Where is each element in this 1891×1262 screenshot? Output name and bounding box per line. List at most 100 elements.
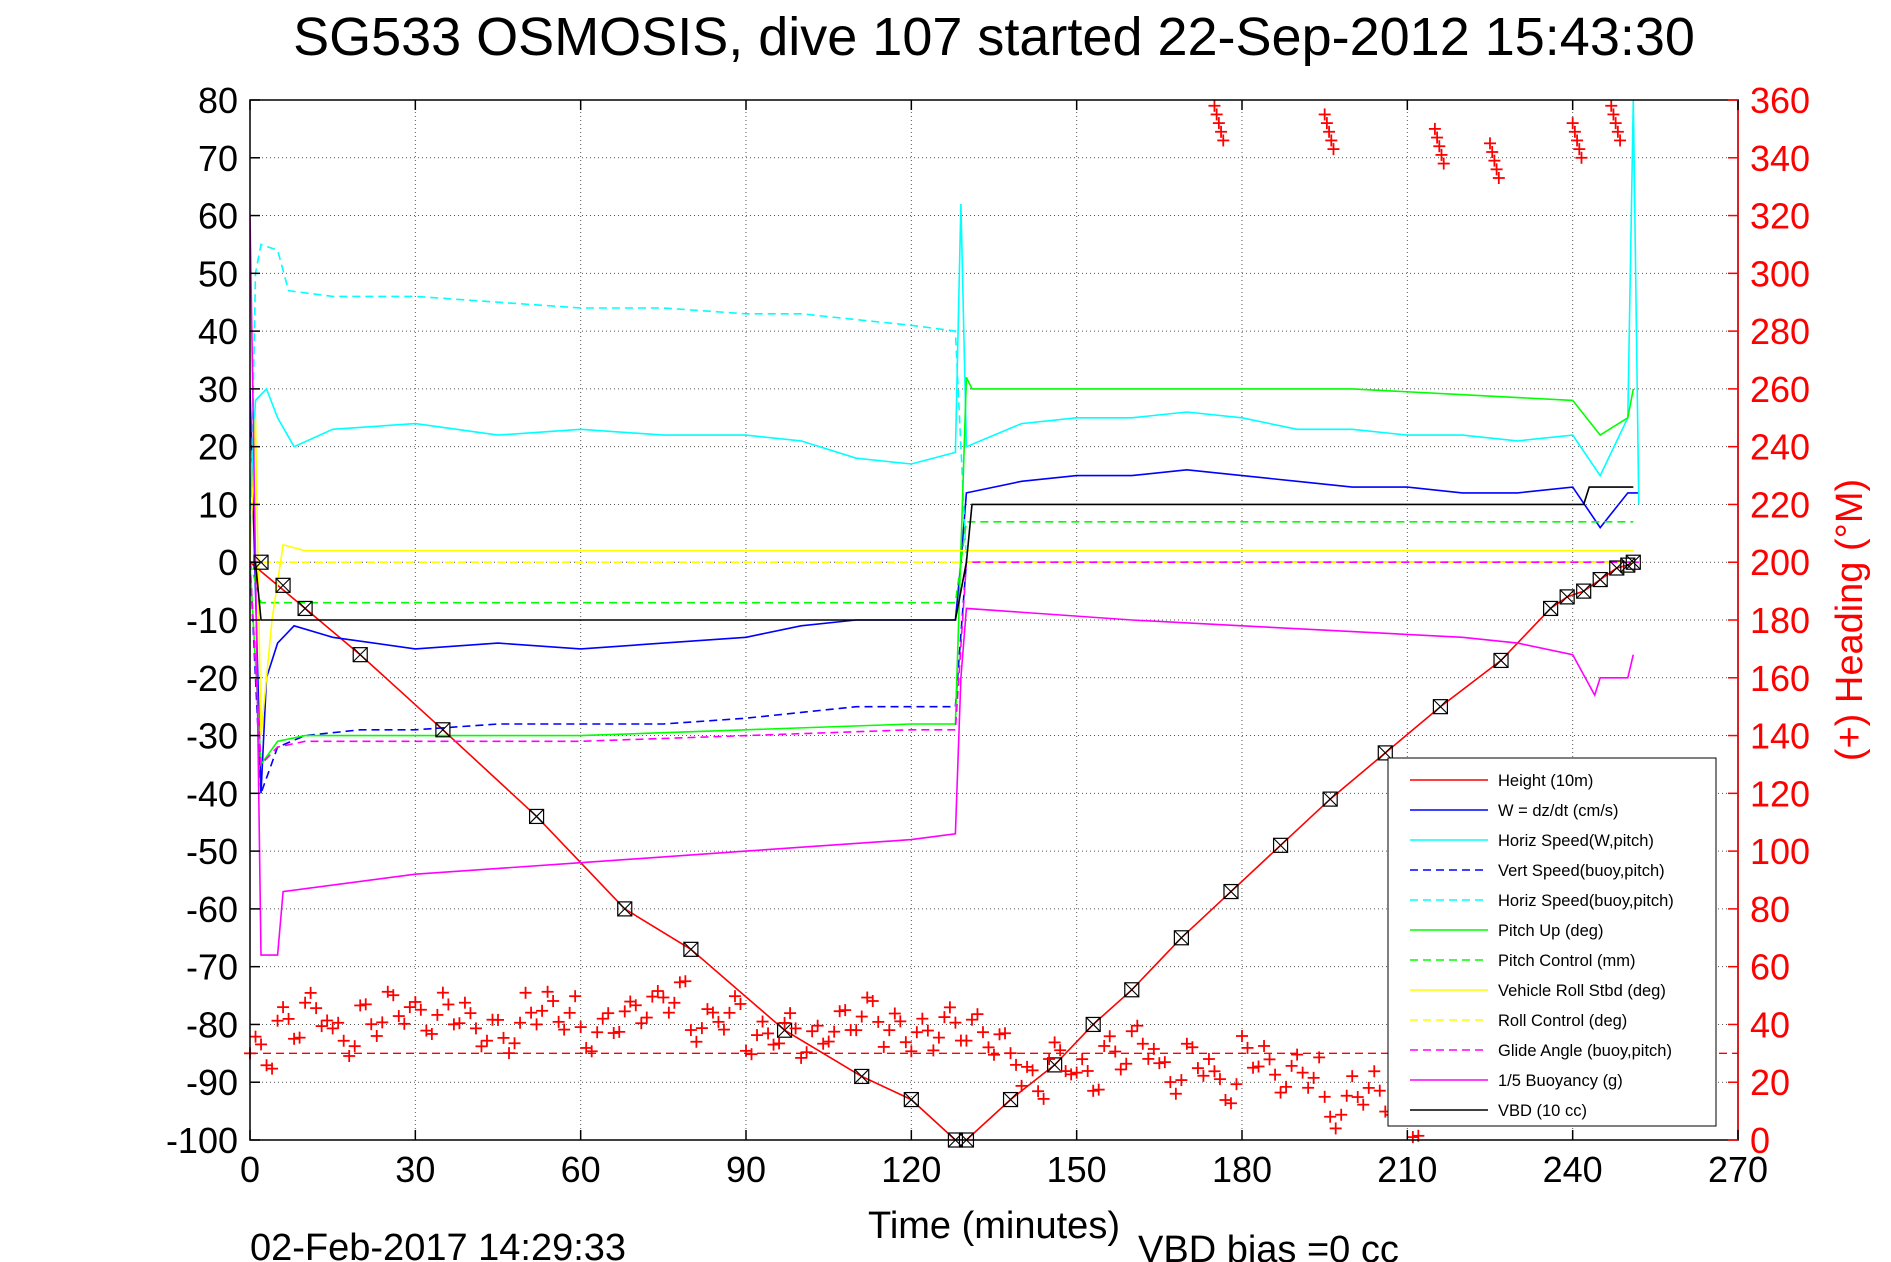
heading-point — [282, 1012, 295, 1025]
height-marker — [1625, 554, 1641, 570]
heading-point — [277, 1001, 290, 1014]
heading-point — [646, 990, 659, 1003]
series-line-3 — [250, 561, 1639, 794]
heading-point — [398, 1017, 411, 1030]
heading-point — [988, 1048, 1000, 1061]
heading-point — [850, 1024, 863, 1037]
heading-point — [932, 1031, 945, 1044]
heading-point — [1373, 1084, 1386, 1097]
heading-point — [1037, 1092, 1050, 1105]
heading-point-top — [1614, 134, 1627, 147]
heading-point — [321, 1014, 334, 1027]
heading-point — [1368, 1065, 1381, 1078]
y2-axis-label: (+) Heading (°M) — [1829, 479, 1871, 761]
heading-point — [602, 1007, 615, 1020]
heading-point — [1191, 1062, 1204, 1075]
y2-tick-label: 360 — [1750, 80, 1810, 121]
heading-point — [1280, 1080, 1293, 1093]
heading-point — [1274, 1086, 1287, 1099]
heading-point — [370, 1029, 383, 1042]
heading-point — [1109, 1045, 1122, 1058]
heading-point-top — [1566, 117, 1579, 130]
heading-point — [271, 1014, 284, 1027]
heading-point — [1043, 1053, 1056, 1066]
height-marker — [253, 554, 269, 570]
height-marker — [1002, 1091, 1019, 1108]
heading-point — [409, 995, 422, 1008]
heading-point — [734, 997, 747, 1010]
heading-point — [1120, 1057, 1133, 1070]
height-marker — [435, 722, 451, 738]
heading-point — [514, 1016, 527, 1029]
heading-point — [547, 994, 560, 1007]
heading-point-top — [1609, 117, 1622, 130]
heading-point — [1125, 1025, 1138, 1038]
heading-point — [458, 996, 471, 1009]
heading-point — [635, 1017, 648, 1030]
series-line-1 — [250, 388, 1639, 794]
legend-label: Pitch Control (mm) — [1498, 952, 1636, 970]
heading-point — [1291, 1048, 1304, 1061]
heading-point — [1252, 1060, 1265, 1073]
heading-point — [855, 1010, 868, 1023]
y2-tick-label: 200 — [1750, 542, 1810, 583]
height-marker — [275, 577, 291, 593]
heading-point — [866, 995, 879, 1008]
heading-point — [938, 1011, 951, 1024]
heading-point-top — [1210, 108, 1223, 121]
heading-point — [1087, 1084, 1100, 1097]
height-marker — [617, 901, 633, 917]
heading-point — [965, 1013, 978, 1026]
height-marker — [1272, 837, 1289, 853]
heading-point — [971, 1008, 984, 1021]
heading-point — [916, 1012, 929, 1025]
heading-point-top — [1573, 143, 1586, 156]
series-line-4 — [250, 243, 1639, 564]
heading-point — [563, 1006, 576, 1019]
heading-point — [795, 1051, 808, 1064]
heading-point — [1263, 1053, 1276, 1066]
heading-point — [1296, 1066, 1309, 1079]
heading-point — [690, 1035, 703, 1048]
heading-point — [778, 1016, 791, 1029]
heading-point — [497, 1031, 510, 1044]
series-line-2 — [250, 100, 1640, 505]
heading-point — [828, 1025, 841, 1038]
heading-point-top — [1607, 108, 1620, 121]
height-marker — [1543, 600, 1559, 617]
y-tick-label: 60 — [198, 196, 238, 237]
heading-point — [910, 1026, 923, 1039]
heading-point — [822, 1035, 835, 1048]
y-tick-label: 30 — [198, 369, 238, 410]
heading-point — [1032, 1085, 1045, 1098]
heading-point-top — [1490, 163, 1503, 176]
legend: Height (10m) W = dz/dt (cm/s) Horiz Speed(… — [1387, 757, 1717, 1127]
heading-point — [1351, 1091, 1364, 1104]
heading-point — [943, 1001, 956, 1014]
y2-tick-label: 140 — [1750, 716, 1810, 757]
heading-point — [1224, 1097, 1237, 1110]
y-tick-label: 40 — [198, 311, 238, 352]
heading-point — [1015, 1079, 1028, 1092]
heading-point-top — [1484, 137, 1496, 150]
heading-point — [723, 1006, 736, 1019]
heading-point — [811, 1019, 824, 1032]
x-tick-label: 60 — [561, 1149, 601, 1190]
height-marker — [854, 1068, 870, 1085]
heading-point — [530, 1018, 543, 1031]
y2-tick-label: 300 — [1750, 253, 1810, 294]
heading-point — [1302, 1081, 1315, 1094]
legend-label: VBD (10 cc) — [1498, 1102, 1587, 1120]
heading-point — [293, 1031, 306, 1044]
heading-point — [684, 1024, 697, 1037]
heading-point — [365, 1018, 378, 1031]
x-axis-label: Time (minutes) — [868, 1205, 1120, 1247]
heading-point — [392, 1010, 405, 1023]
heading-point — [310, 1002, 323, 1015]
y-tick-label: -100 — [166, 1120, 238, 1161]
heading-point — [552, 1015, 565, 1028]
heading-point — [1026, 1064, 1039, 1077]
legend-label: Vehicle Roll Stbd (deg) — [1498, 982, 1666, 1000]
heading-point — [266, 1062, 279, 1075]
heading-point — [640, 1011, 653, 1024]
